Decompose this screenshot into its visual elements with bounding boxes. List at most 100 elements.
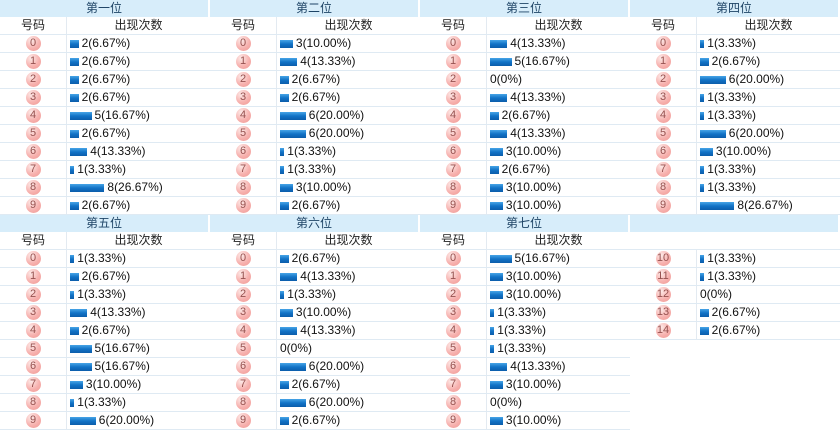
number-ball: 11 (655, 269, 671, 284)
count-cell: 4(13.33%) (277, 53, 420, 70)
count-cell: 4(13.33%) (67, 304, 210, 321)
count-label: 3(10.00%) (505, 287, 562, 301)
number-ball: 0 (235, 251, 251, 266)
count-bar (280, 416, 289, 425)
count-cell: 1(3.33%) (487, 340, 630, 357)
number-ball: 9 (445, 198, 461, 213)
count-label: 0(0%) (280, 341, 313, 355)
number-cell: 4 (0, 322, 67, 339)
count-cell: 3(10.00%) (487, 143, 630, 160)
count-cell: 3(10.00%) (277, 179, 420, 196)
count-label: 6(20.00%) (308, 395, 365, 409)
number-cell: 5 (0, 340, 67, 357)
table-row: 8 1(3.33%) (0, 394, 210, 412)
number-cell: 13 (630, 304, 697, 321)
table-row: 4 6(20.00%) (210, 107, 420, 125)
number-ball: 7 (235, 162, 251, 177)
number-cell: 7 (0, 161, 67, 178)
count-label: 1(3.33%) (707, 180, 756, 194)
table-row: 8 6(20.00%) (210, 394, 420, 412)
count-cell: 2(6.67%) (67, 322, 210, 339)
number-cell: 0 (0, 250, 67, 267)
count-label: 2(6.67%) (291, 90, 341, 104)
number-cell: 4 (630, 107, 697, 124)
table-row: 1 2(6.67%) (0, 53, 210, 71)
count-col-header: 出现次数 (534, 233, 583, 247)
panel-title: 第五位 (0, 215, 210, 232)
number-ball: 9 (235, 413, 251, 428)
count-bar (700, 75, 726, 84)
count-label: 6(20.00%) (728, 126, 785, 140)
number-cell: 7 (420, 376, 487, 393)
count-bar (280, 147, 285, 156)
number-ball: 5 (655, 126, 671, 141)
table-row: 0 2(6.67%) (210, 250, 420, 268)
number-ball: 0 (445, 251, 461, 266)
number-cell: 2 (0, 71, 67, 88)
count-bar (70, 75, 79, 84)
count-cell: 2(6.67%) (277, 71, 420, 88)
panel-header-row: 号码 出现次数 (0, 17, 210, 35)
number-ball: 7 (655, 162, 671, 177)
count-label: 2(6.67%) (291, 198, 341, 212)
table-row: 0 4(13.33%) (420, 35, 630, 53)
table-row: 3 2(6.67%) (210, 89, 420, 107)
count-label: 3(10.00%) (715, 144, 772, 158)
number-ball: 1 (25, 54, 41, 69)
count-bar (280, 165, 285, 174)
number-ball: 12 (655, 287, 671, 302)
number-ball: 4 (235, 108, 251, 123)
table-row: 5 2(6.67%) (0, 125, 210, 143)
count-cell: 6(20.00%) (67, 412, 210, 429)
count-bar (70, 201, 79, 210)
count-label: 1(3.33%) (287, 162, 336, 176)
table-row: 7 3(10.00%) (0, 376, 210, 394)
number-ball: 5 (25, 341, 41, 356)
count-bar (280, 308, 293, 317)
count-label: 2(6.67%) (711, 323, 761, 337)
number-ball: 8 (25, 180, 41, 195)
count-bar (700, 129, 726, 138)
number-cell: 7 (210, 161, 277, 178)
count-cell: 2(6.67%) (67, 53, 210, 70)
count-label: 2(6.67%) (711, 305, 761, 319)
number-ball: 5 (25, 126, 41, 141)
number-cell: 4 (0, 107, 67, 124)
number-ball: 5 (445, 126, 461, 141)
number-ball: 2 (235, 287, 251, 302)
number-ball: 0 (655, 36, 671, 51)
count-label: 5(16.67%) (94, 108, 150, 122)
position-panel-1: 第一位 号码 出现次数 0 2(6.67%) 1 2(6.67%) 2 2(6.… (0, 0, 210, 215)
number-cell: 7 (630, 161, 697, 178)
count-cell: 2(6.67%) (67, 125, 210, 142)
table-row: 5 5(16.67%) (0, 340, 210, 358)
count-cell: 6(20.00%) (277, 394, 420, 411)
number-ball: 6 (445, 359, 461, 374)
count-label: 8(26.67%) (737, 198, 793, 212)
table-row: 4 1(3.33%) (630, 107, 840, 125)
table-row: 0 1(3.33%) (630, 35, 840, 53)
count-cell: 4(13.33%) (277, 322, 420, 339)
count-cell: 4(13.33%) (487, 125, 630, 142)
count-col-header: 出现次数 (534, 18, 583, 32)
count-label: 2(6.67%) (81, 269, 131, 283)
count-bar (490, 39, 508, 48)
number-ball: 8 (25, 395, 41, 410)
number-cell: 0 (420, 250, 487, 267)
table-row: 6 3(10.00%) (420, 143, 630, 161)
number-ball: 2 (445, 72, 461, 87)
count-cell: 1(3.33%) (697, 161, 840, 178)
number-ball: 9 (235, 198, 251, 213)
count-cell: 1(3.33%) (277, 286, 420, 303)
count-cell: 1(3.33%) (697, 268, 840, 285)
number-cell: 8 (0, 179, 67, 196)
count-cell: 2(6.67%) (67, 35, 210, 52)
count-bar (490, 201, 503, 210)
number-cell: 0 (630, 35, 697, 52)
number-ball: 6 (25, 144, 41, 159)
number-cell: 2 (630, 71, 697, 88)
count-bar (490, 129, 508, 138)
count-label: 4(13.33%) (510, 359, 566, 373)
count-label: 6(20.00%) (728, 72, 785, 86)
count-cell: 5(16.67%) (487, 250, 630, 267)
